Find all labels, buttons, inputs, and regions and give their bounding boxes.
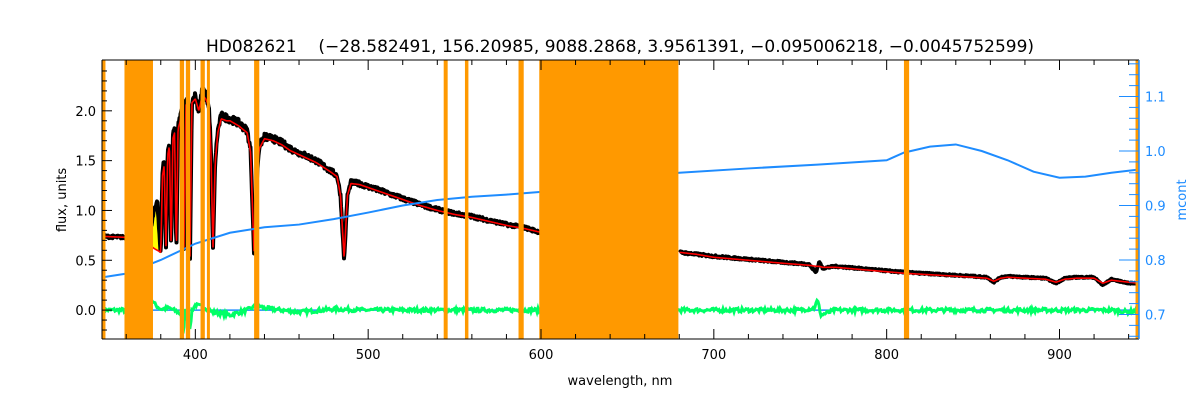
masked-region (464, 60, 469, 339)
y-tick-label: 2.0 (75, 105, 96, 120)
x-tick-label: 600 (529, 348, 554, 363)
x-tick-label: 900 (1047, 348, 1072, 363)
masked-region (206, 60, 210, 339)
masked-region (102, 60, 106, 339)
y2-axis-label: mcont (1175, 179, 1190, 220)
masked-region (443, 60, 448, 339)
masked-regions (102, 60, 1139, 339)
model-series-segment-2 (679, 251, 1139, 285)
observed-series-segment-2 (678, 249, 1139, 287)
masked-region (200, 60, 205, 339)
masked-region (1135, 60, 1139, 339)
y2-tick-label: 1.0 (1145, 145, 1166, 160)
chart-title: HD082621 (−28.582491, 156.20985, 9088.28… (206, 37, 1034, 57)
x-tick-label: 800 (874, 348, 899, 363)
y-tick-label: 1.0 (75, 204, 96, 219)
y2-tick-label: 0.7 (1145, 308, 1166, 323)
masked-region (539, 60, 679, 339)
axes: 400 500 600 700 800 900 0.0 0.5 1.0 1.5 2.0 0.7 0.8 0… (75, 59, 1166, 363)
masked-region (185, 60, 191, 339)
x-axis-label: wavelength, nm (568, 374, 673, 389)
y2-tick-label: 0.8 (1145, 254, 1166, 269)
y2-tick-label: 0.9 (1145, 199, 1166, 214)
y-tick-label: 1.5 (75, 155, 96, 170)
masked-region (179, 60, 185, 339)
y2-tick-label: 1.1 (1145, 91, 1166, 106)
y-axis-label: flux, units (55, 168, 70, 233)
y-tick-label: 0.5 (75, 254, 96, 269)
x-tick-label: 700 (701, 348, 726, 363)
masked-region (518, 60, 524, 339)
x-tick-label: 500 (356, 348, 381, 363)
masked-region (903, 60, 910, 339)
y-tick-label: 0.0 (75, 304, 96, 319)
masked-region (124, 60, 153, 339)
masked-region (254, 60, 260, 339)
x-tick-label: 400 (183, 348, 208, 363)
